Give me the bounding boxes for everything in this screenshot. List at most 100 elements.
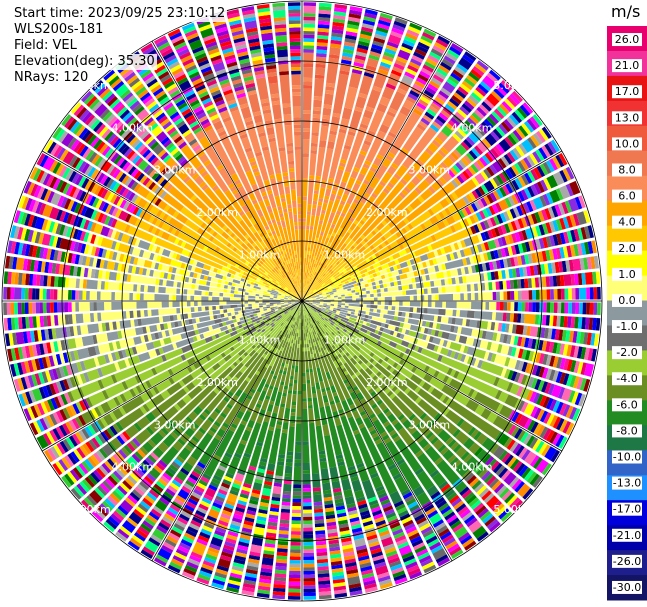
ppi-gate <box>336 358 341 364</box>
ppi-gate <box>389 112 408 136</box>
ppi-gate <box>384 296 392 301</box>
ppi-gate <box>230 422 238 429</box>
ppi-gate <box>276 555 288 560</box>
ppi-gate <box>476 106 487 117</box>
ppi-gate <box>590 256 596 270</box>
ppi-gate <box>542 276 547 288</box>
ppi-gate <box>281 304 292 309</box>
ppi-gate <box>309 290 313 294</box>
ppi-gate <box>440 109 451 119</box>
ppi-gate <box>443 271 448 278</box>
ppi-gate <box>596 302 601 316</box>
ppi-gate <box>427 142 439 154</box>
ppi-gate <box>228 281 233 286</box>
ppi-gate <box>559 217 566 230</box>
ppi-gate <box>542 223 549 235</box>
ppi-gate <box>269 510 279 516</box>
ppi-gate <box>110 437 123 450</box>
ppi-gate <box>405 526 417 534</box>
ppi-gate <box>412 510 424 519</box>
ppi-gate <box>430 544 443 554</box>
ppi-gate <box>259 575 272 581</box>
ppi-gate <box>345 301 360 304</box>
ppi-gate <box>519 267 524 277</box>
ppi-gate <box>307 347 310 352</box>
ppi-gate <box>275 562 287 567</box>
ppi-gate <box>176 399 187 409</box>
ppi-gate <box>397 413 405 421</box>
ppi-gate <box>371 192 378 199</box>
ppi-gate <box>382 278 390 284</box>
ppi-gate <box>404 36 417 44</box>
ppi-gate <box>490 342 499 353</box>
ppi-gate <box>57 314 66 326</box>
ppi-gate <box>167 234 177 244</box>
ppi-gate <box>72 228 80 240</box>
ppi-gate <box>115 451 125 462</box>
ppi-gate <box>284 472 293 478</box>
ppi-gate <box>188 522 200 531</box>
ppi-gate <box>276 349 280 354</box>
ppi-gate <box>147 309 152 317</box>
ppi-gate <box>154 262 160 270</box>
ppi-gate <box>112 251 118 261</box>
ppi-gate <box>338 344 346 352</box>
ppi-gate <box>368 388 375 394</box>
ppi-gate <box>134 375 142 384</box>
ppi-gate <box>115 468 126 479</box>
ppi-gate <box>187 476 197 485</box>
ppi-gate <box>10 317 16 330</box>
ppi-gate <box>143 309 148 317</box>
ppi-gate <box>171 366 233 426</box>
ppi-gate <box>315 541 327 546</box>
ppi-gate <box>545 276 550 287</box>
ppi-gate <box>175 253 181 261</box>
ppi-gate <box>108 205 116 216</box>
ppi-gate <box>151 235 157 244</box>
ppi-gate <box>526 435 536 447</box>
ppi-gate <box>76 266 82 277</box>
ppi-gate <box>515 145 525 157</box>
ppi-gate <box>481 301 486 310</box>
ppi-gate <box>96 485 108 496</box>
ppi-gate <box>495 312 504 322</box>
ppi-gate <box>449 457 459 467</box>
ppi-gate <box>114 487 126 499</box>
ppi-gate <box>332 324 337 329</box>
ppi-gate <box>391 369 401 378</box>
ppi-gate <box>214 407 222 415</box>
ppi-gate <box>117 263 123 272</box>
ppi-gate <box>519 104 531 117</box>
ppi-gate <box>531 364 539 376</box>
ppi-gate <box>20 361 27 375</box>
ppi-gate <box>210 353 241 381</box>
ppi-gate <box>563 316 568 328</box>
ppi-gate <box>566 344 573 357</box>
ppi-gate <box>127 475 138 485</box>
ppi-gate <box>274 573 287 578</box>
ppi-gate <box>511 499 524 512</box>
ppi-gate <box>97 280 102 290</box>
ppi-gate <box>10 363 17 377</box>
ppi-gate <box>462 318 467 327</box>
ppi-gate <box>302 139 310 154</box>
ppi-gate <box>315 276 319 281</box>
ppi-gate <box>199 413 207 421</box>
ppi-gate <box>322 248 328 256</box>
ppi-gate <box>294 365 299 373</box>
ppi-gate <box>362 304 367 308</box>
ppi-gate <box>535 459 549 474</box>
ppi-gate <box>237 469 246 476</box>
ppi-gate <box>313 505 323 510</box>
ppi-gate <box>320 311 330 319</box>
ppi-gate <box>155 246 161 254</box>
ppi-gate <box>539 195 547 207</box>
ppi-gate <box>438 112 449 122</box>
ppi-gate <box>380 498 391 506</box>
ppi-gate <box>368 541 380 548</box>
ppi-gate <box>523 433 533 445</box>
ppi-gate <box>504 357 511 367</box>
ppi-gate <box>383 231 392 240</box>
ppi-gate <box>329 546 341 552</box>
ppi-gate <box>468 131 481 144</box>
